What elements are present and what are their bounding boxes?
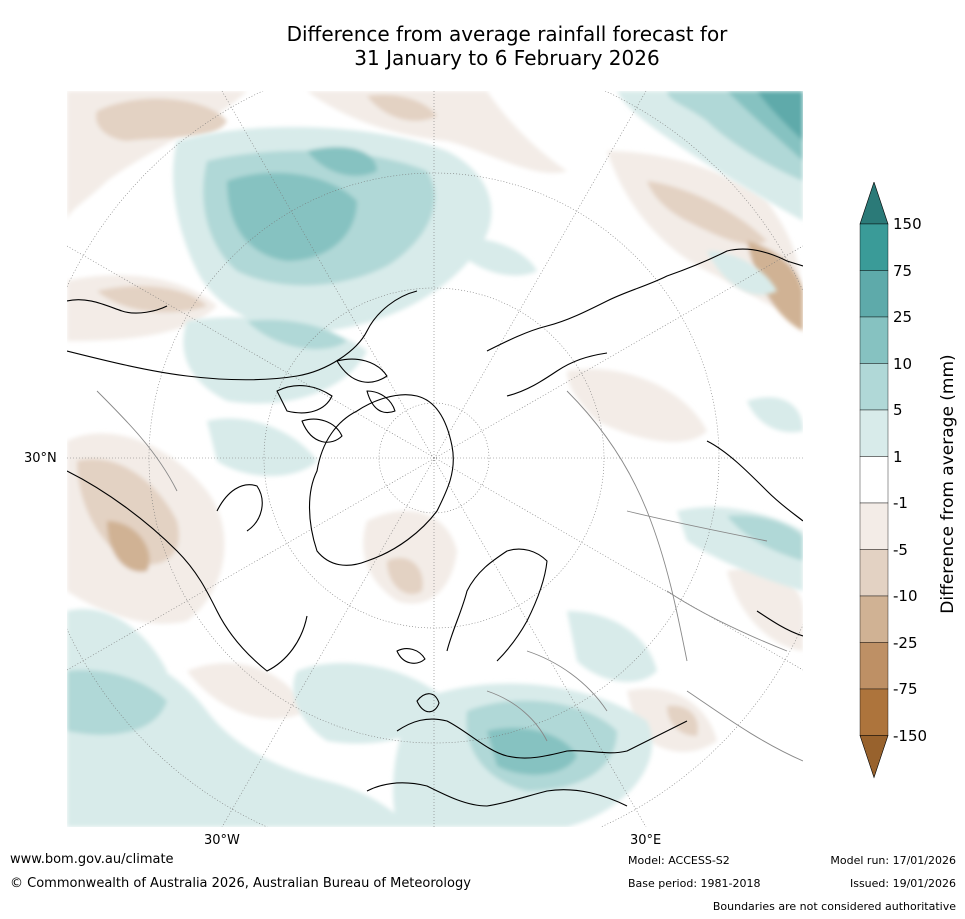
wet-anomaly-regions (67, 91, 803, 827)
issued-date: Issued: 19/01/2026 (849, 877, 956, 890)
colorbar-tick-label: 150 (893, 215, 922, 233)
colorbar-segment (859, 642, 889, 690)
title-line-1: Difference from average rainfall forecas… (286, 22, 728, 46)
boundaries-disclaimer: Boundaries are not considered authoritat… (712, 900, 956, 913)
colorbar (859, 182, 889, 779)
colorbar-tick-label: -75 (893, 680, 918, 698)
coastlines (67, 248, 803, 807)
colorbar-extend-bottom (859, 735, 889, 779)
colorbar-extend-top (859, 182, 889, 225)
colorbar-tick-label: 5 (893, 401, 903, 419)
graticule (67, 91, 803, 827)
colorbar-segment (859, 223, 889, 271)
rainfall-anomaly-map (67, 91, 803, 827)
colorbar-tick-label: 10 (893, 354, 913, 373)
colorbar-tick-label: 1 (893, 447, 903, 466)
colorbar-label: Difference from average (mm) (938, 354, 958, 614)
colorbar-segment (859, 456, 889, 504)
chart-title: Difference from average rainfall forecas… (0, 22, 965, 70)
title-line-2: 31 January to 6 February 2026 (354, 46, 660, 70)
colorbar-segment (859, 688, 889, 736)
colorbar-segment (859, 502, 889, 550)
colorbar-tick-label: 25 (893, 308, 913, 326)
colorbar-segment (859, 595, 889, 643)
country-boundaries (96, 390, 803, 762)
colorbar-segment (859, 409, 889, 457)
lon-label-30e: 30°E (630, 833, 662, 848)
colorbar-segment (859, 270, 889, 318)
colorbar-segment (859, 549, 889, 597)
dry-anomaly-regions (67, 91, 803, 752)
colorbar-tick-label: -150 (893, 726, 928, 745)
colorbar-tick-label: -25 (893, 633, 918, 652)
colorbar-tick-label: -5 (893, 540, 908, 559)
model-run-date: Model run: 17/01/2026 (830, 854, 956, 867)
website-url: www.bom.gov.au/climate (10, 852, 174, 867)
copyright-notice: © Commonwealth of Australia 2026, Austra… (10, 876, 471, 891)
colorbar-tick-label: -1 (893, 494, 908, 512)
colorbar-segment (859, 316, 889, 364)
lon-label-30w: 30°W (204, 833, 240, 848)
colorbar-tick-label: 75 (893, 261, 913, 280)
colorbar-segment (859, 363, 889, 411)
colorbar-tick-label: -10 (893, 587, 918, 605)
model-name: Model: ACCESS-S2 (628, 854, 730, 867)
base-period: Base period: 1981-2018 (628, 877, 761, 890)
lat-label-30n: 30°N (24, 451, 57, 466)
